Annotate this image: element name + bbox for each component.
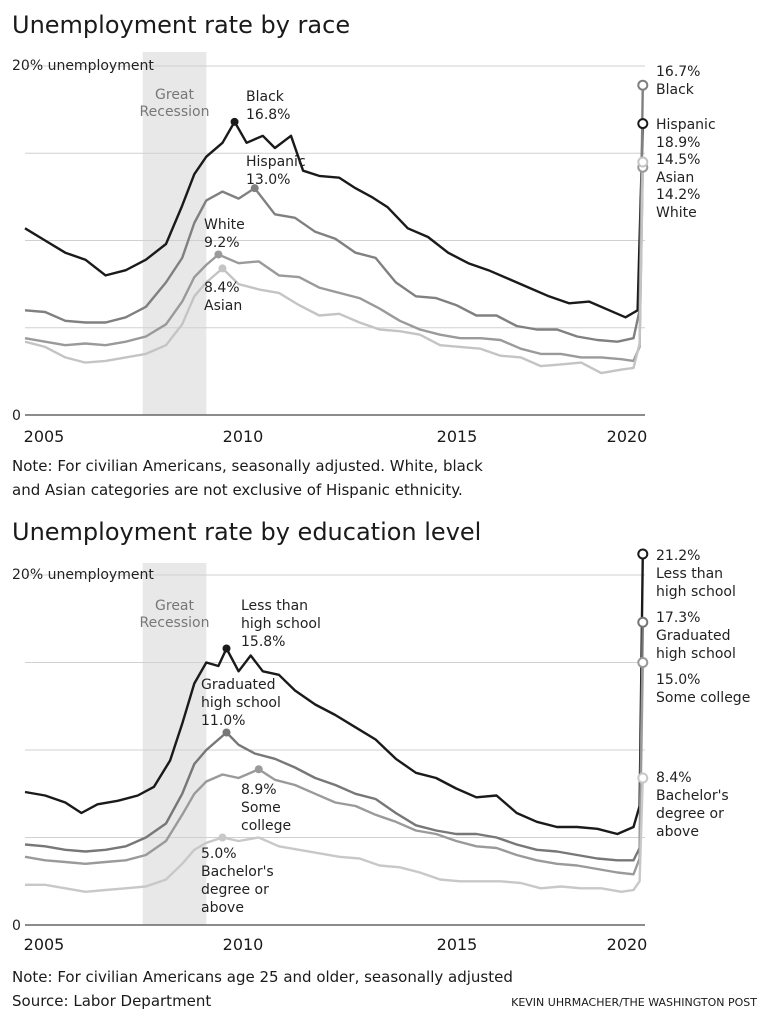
peak-label: 13.0%: [246, 172, 290, 188]
peak-label: Bachelor's: [201, 864, 274, 880]
peak-label: White: [204, 217, 245, 233]
x-tick-label: 2010: [223, 427, 264, 446]
chart-note: Note: For civilian Americans, seasonally…: [12, 457, 483, 475]
endpoint-label: 16.7%: [656, 64, 700, 80]
peak-label: 8.4%: [204, 280, 240, 296]
series-line-less-than-high-school: [24, 553, 644, 836]
endpoint-label: Black: [656, 82, 695, 98]
x-tick-label: 2020: [607, 935, 648, 954]
peak-label: 9.2%: [204, 235, 240, 251]
peak-marker: [218, 833, 227, 842]
source-text: Source: Labor Department: [12, 992, 211, 1010]
peak-label: 11.0%: [201, 713, 245, 729]
recession-label: Great: [155, 87, 194, 103]
peak-marker: [218, 264, 227, 273]
series-line-black: [24, 120, 644, 319]
endpoint-label: high school: [656, 646, 736, 662]
endpoint-label: Less than: [656, 566, 723, 582]
endpoint-marker: [637, 548, 649, 560]
peak-label: 8.9%: [241, 782, 277, 798]
endpoint-label: White: [656, 205, 697, 221]
peak-label: college: [241, 818, 291, 834]
endpoint-label: Hispanic: [656, 117, 716, 133]
endpoint-label: Some college: [656, 690, 750, 706]
x-tick-label: 2010: [223, 935, 264, 954]
recession-shading: [142, 52, 207, 415]
endpoint-label: 15.0%: [656, 672, 700, 688]
endpoint-marker: [637, 657, 649, 668]
endpoint-label: Graduated: [656, 628, 731, 644]
chart-note: and Asian categories are not exclusive o…: [12, 481, 463, 499]
peak-label: 15.8%: [241, 634, 285, 650]
endpoint-label: 18.9%: [656, 135, 700, 151]
peak-label: high school: [241, 616, 321, 632]
series-line-some-college: [24, 662, 644, 876]
credit-text: KEVIN UHRMACHER/THE WASHINGTON POST: [511, 996, 757, 1009]
recession-label: Recession: [140, 615, 210, 631]
peak-label: 16.8%: [246, 107, 290, 123]
endpoint-marker: [637, 79, 649, 91]
peak-marker: [254, 765, 263, 774]
endpoint-label: Asian: [656, 170, 694, 186]
peak-label: above: [201, 900, 244, 916]
peak-label: Some: [241, 800, 281, 816]
peak-marker: [222, 644, 231, 653]
education-chart: Unemployment rate by education level Grea…: [12, 518, 750, 986]
endpoint-marker: [637, 772, 649, 784]
peak-label: Less than: [241, 598, 308, 614]
peak-label: Asian: [204, 298, 242, 314]
chart-title: Unemployment rate by race: [12, 11, 350, 39]
endpoint-label: Bachelor's: [656, 788, 729, 804]
endpoint-label: 14.5%: [656, 152, 700, 168]
x-tick-label: 2005: [24, 427, 65, 446]
y-axis-label: 20% unemployment: [12, 58, 154, 74]
peak-marker: [230, 117, 239, 126]
recession-label: Recession: [140, 104, 210, 120]
y-tick-zero: 0: [12, 918, 21, 934]
peak-marker: [222, 728, 231, 737]
peak-label: Graduated: [201, 677, 276, 693]
x-tick-label: 2015: [437, 427, 478, 446]
endpoint-label: degree or: [656, 806, 724, 822]
series-line-graduated-high-school: [24, 622, 644, 862]
peak-label: high school: [201, 695, 281, 711]
series-line-asian: [24, 161, 644, 375]
chart-note: Note: For civilian Americans age 25 and …: [12, 968, 513, 986]
peak-label: 5.0%: [201, 846, 237, 862]
series-line-white: [24, 167, 644, 363]
endpoint-marker: [637, 156, 649, 168]
recession-label: Great: [155, 598, 194, 614]
endpoint-label: above: [656, 824, 699, 840]
series-line-hispanic: [24, 85, 644, 343]
peak-label: Hispanic: [246, 154, 306, 170]
endpoint-label: 14.2%: [656, 187, 700, 203]
y-axis-label: 20% unemployment: [12, 567, 154, 583]
y-tick-zero: 0: [12, 408, 21, 424]
chart-title: Unemployment rate by education level: [12, 518, 481, 546]
series-line-bachelor-s-degree-or-above: [25, 777, 644, 893]
endpoint-label: 8.4%: [656, 770, 692, 786]
x-tick-label: 2015: [437, 935, 478, 954]
endpoint-label: 21.2%: [656, 548, 700, 564]
x-tick-label: 2005: [24, 935, 65, 954]
x-tick-label: 2020: [607, 427, 648, 446]
peak-marker: [250, 184, 259, 193]
endpoint-marker: [637, 118, 649, 130]
peak-label: Black: [246, 89, 285, 105]
endpoint-label: 17.3%: [656, 610, 700, 626]
endpoint-label: high school: [656, 584, 736, 600]
peak-label: degree or: [201, 882, 269, 898]
peak-marker: [214, 250, 223, 259]
endpoint-marker: [637, 616, 649, 628]
